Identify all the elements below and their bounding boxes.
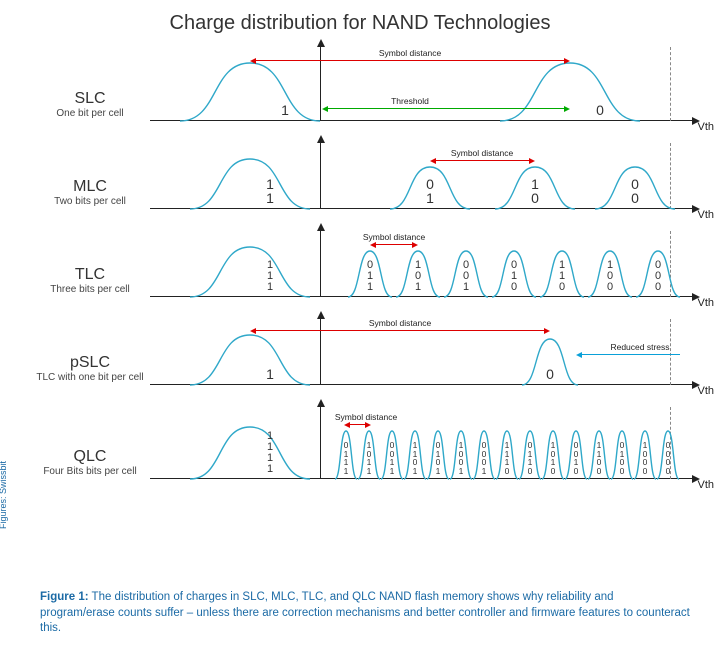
bit-label: 0 0 1 <box>463 260 469 293</box>
distribution-curve <box>500 63 640 121</box>
bit-label: 0 0 <box>631 177 639 205</box>
bit-label: 1 0 0 <box>607 260 613 293</box>
row-label-pslc: pSLCTLC with one bit per cell <box>30 354 150 403</box>
diagram-area: SLCOne bit per cell 1 0 Symbol distance Thre… <box>0 43 720 497</box>
annotation-label: Symbol distance <box>363 232 425 242</box>
curves-slc <box>150 51 690 121</box>
bit-label: 1 1 1 0 <box>505 441 510 475</box>
row-label-tlc: TLCThree bits per cell <box>30 266 150 315</box>
diagram-title: Charge distribution for NAND Technologie… <box>0 0 720 43</box>
distribution-curve <box>190 159 310 209</box>
plot-mlc: 1 10 11 00 0Symbol distanceVth <box>150 139 710 227</box>
row-mlc: MLCTwo bits per cell 1 1 0 1 1 0 0 0 Symbol d… <box>30 139 710 227</box>
bit-label: 1 1 1 1 <box>267 431 273 475</box>
bit-label: 1 1 <box>266 177 274 205</box>
annotation-arrow <box>256 330 544 331</box>
row-tlc: TLCThree bits per cell 1 1 1 0 1 1 1 0 1 0 0… <box>30 227 710 315</box>
annotation-label: Symbol distance <box>451 148 513 158</box>
bit-label: 0 0 1 1 <box>390 441 395 475</box>
bit-label: 1 1 0 1 <box>413 441 418 475</box>
figure-caption: Figure 1: The distribution of charges in… <box>40 590 690 637</box>
figure-credit: Figures: Swissbit <box>0 461 8 529</box>
distribution-curve <box>190 247 310 297</box>
caption-text: The distribution of charges in SLC, MLC,… <box>40 591 690 634</box>
bit-label: 0 <box>596 103 604 117</box>
row-desc: Two bits per cell <box>30 196 150 207</box>
bit-label: 0 <box>546 367 554 381</box>
row-name: MLC <box>30 178 150 196</box>
axis-label-vth: Vth <box>697 297 714 309</box>
bit-label: 1 0 0 1 <box>459 441 464 475</box>
bit-label: 0 0 0 1 <box>482 441 487 475</box>
bit-label: 1 1 1 <box>267 260 273 293</box>
row-name: TLC <box>30 266 150 284</box>
bit-label: 0 1 1 1 <box>344 441 349 475</box>
axis-label-vth: Vth <box>697 121 714 133</box>
row-label-qlc: QLCFour Bits bits per cell <box>30 448 150 497</box>
bit-label: 0 1 <box>426 177 434 205</box>
bit-label: 1 0 1 1 <box>367 441 372 475</box>
plot-slc: 10Symbol distanceThresholdVth <box>150 43 710 139</box>
row-desc: TLC with one bit per cell <box>30 372 150 383</box>
row-name: pSLC <box>30 354 150 372</box>
caption-bold: Figure 1: <box>40 591 89 603</box>
annotation-arrow <box>376 244 412 245</box>
distribution-curve <box>190 335 310 385</box>
row-desc: One bit per cell <box>30 108 150 119</box>
annotation-label: Reduced stress <box>610 342 669 352</box>
bit-label: 0 0 1 0 <box>574 441 579 475</box>
annotation-label: Symbol distance <box>335 412 397 422</box>
bit-label: 1 <box>266 367 274 381</box>
row-desc: Three bits per cell <box>30 284 150 295</box>
annotation-arrow <box>350 424 365 425</box>
row-name: QLC <box>30 448 150 466</box>
bit-label: 0 0 0 <box>655 260 661 293</box>
annotation-label: Threshold <box>391 96 429 106</box>
plot-tlc: 1 1 1 0 1 1 1 0 1 0 0 1 0 1 0 1 1 0 1 0 0 0 0 0… <box>150 227 710 315</box>
axis-label-vth: Vth <box>697 385 714 397</box>
distribution-curve <box>180 63 320 121</box>
bit-label: 0 1 1 <box>367 260 373 293</box>
curves-qlc <box>150 411 690 479</box>
annotation-arrow <box>256 60 564 61</box>
curves-mlc <box>150 147 690 209</box>
row-pslc: pSLCTLC with one bit per cell 1 0 Symbol di… <box>30 315 710 403</box>
annotation-arrow <box>436 160 529 161</box>
annotation-arrow <box>328 108 564 109</box>
bit-label: 0 1 0 <box>511 260 517 293</box>
plot-qlc: 1 1 1 1 0 1 1 1 1 0 1 1 0 0 1 1 1 1 0 1 0 1 0… <box>150 403 710 497</box>
annotation-arrow <box>582 354 680 355</box>
bit-label: 0 1 1 0 <box>528 441 533 475</box>
row-label-slc: SLCOne bit per cell <box>30 90 150 139</box>
plot-pslc: 10Symbol distanceReduced stressVth <box>150 315 710 403</box>
axis-label-vth: Vth <box>697 479 714 491</box>
bit-label: 1 0 1 0 <box>551 441 556 475</box>
bit-label: 1 0 0 0 <box>643 441 648 475</box>
bit-label: 0 1 0 0 <box>620 441 625 475</box>
distribution-curve <box>190 427 310 479</box>
bit-label: 1 0 1 <box>415 260 421 293</box>
bit-label: 1 1 0 <box>559 260 565 293</box>
row-slc: SLCOne bit per cell 1 0 Symbol distance Thre… <box>30 43 710 139</box>
annotation-label: Symbol distance <box>379 48 441 58</box>
row-name: SLC <box>30 90 150 108</box>
row-qlc: QLCFour Bits bits per cell 1 1 1 1 0 1 1 1… <box>30 403 710 497</box>
row-desc: Four Bits bits per cell <box>30 466 150 477</box>
annotation-label: Symbol distance <box>369 318 431 328</box>
axis-label-vth: Vth <box>697 209 714 221</box>
bit-label: 1 0 <box>531 177 539 205</box>
row-label-mlc: MLCTwo bits per cell <box>30 178 150 227</box>
bit-label: 1 1 0 0 <box>597 441 602 475</box>
bit-label: 0 1 0 1 <box>436 441 441 475</box>
bit-label: 0 0 0 0 <box>666 441 671 475</box>
bit-label: 1 <box>281 103 289 117</box>
